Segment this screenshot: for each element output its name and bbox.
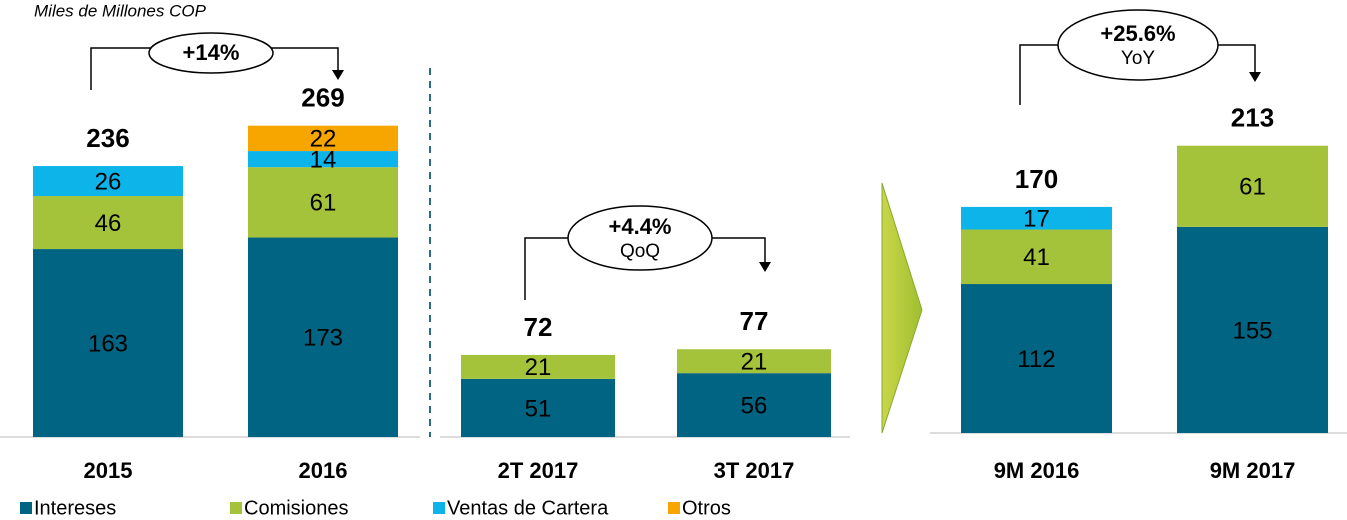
legend-swatch bbox=[433, 502, 445, 514]
bar-segment bbox=[677, 349, 831, 374]
total-label: 213 bbox=[1231, 103, 1274, 133]
category-label: 2015 bbox=[84, 458, 133, 483]
category-label: 9M 2017 bbox=[1210, 458, 1296, 483]
value-label: 21 bbox=[741, 349, 768, 376]
legend-swatch bbox=[668, 502, 680, 514]
bar-segment bbox=[961, 206, 1112, 230]
growth-label: +14% bbox=[183, 40, 240, 65]
value-label: 56 bbox=[741, 392, 768, 419]
value-label: 155 bbox=[1232, 317, 1272, 344]
legend-label: Otros bbox=[682, 497, 731, 519]
legend-swatch bbox=[230, 502, 242, 514]
bar-segment bbox=[677, 373, 831, 437]
bar-segment bbox=[248, 151, 398, 168]
value-label: 46 bbox=[95, 210, 122, 237]
category-label: 2016 bbox=[299, 458, 348, 483]
growth-bubble bbox=[1057, 9, 1219, 81]
subtitle: Miles de Millones COP bbox=[34, 1, 207, 20]
value-label: 26 bbox=[95, 168, 122, 195]
growth-bubble bbox=[148, 32, 274, 74]
value-label: 173 bbox=[303, 325, 343, 352]
bar-segment bbox=[961, 284, 1112, 433]
value-label: 51 bbox=[525, 395, 552, 422]
bar-segment bbox=[248, 125, 398, 152]
bar-segment bbox=[248, 237, 398, 437]
value-label: 163 bbox=[88, 330, 128, 357]
bracket-arrowhead bbox=[1249, 72, 1261, 82]
total-label: 236 bbox=[86, 123, 129, 153]
growth-sublabel: YoY bbox=[1121, 48, 1155, 69]
transition-arrow bbox=[881, 182, 923, 434]
bar-segment bbox=[33, 249, 183, 437]
legend-label: Intereses bbox=[34, 497, 116, 519]
bracket-arrowhead bbox=[332, 70, 344, 80]
total-label: 77 bbox=[740, 306, 769, 336]
bar-segment bbox=[1177, 145, 1328, 227]
value-label: 17 bbox=[1023, 206, 1050, 233]
bar-segment bbox=[1177, 226, 1328, 433]
bar-segment bbox=[33, 166, 183, 197]
bar-segment bbox=[961, 229, 1112, 285]
bar-segment bbox=[461, 354, 615, 379]
value-label: 22 bbox=[310, 126, 337, 153]
bar-segment bbox=[33, 196, 183, 250]
value-label: 41 bbox=[1023, 244, 1050, 271]
growth-sublabel: QoQ bbox=[620, 241, 660, 262]
value-label: 61 bbox=[310, 190, 337, 217]
growth-label: +4.4% bbox=[609, 214, 672, 239]
category-label: 9M 2016 bbox=[994, 458, 1080, 483]
total-label: 72 bbox=[524, 312, 553, 342]
category-label: 2T 2017 bbox=[498, 458, 579, 483]
legend-label: Ventas de Cartera bbox=[447, 497, 609, 519]
legend-swatch bbox=[20, 502, 32, 514]
growth-bubble bbox=[567, 205, 713, 271]
value-label: 61 bbox=[1239, 174, 1266, 201]
total-label: 170 bbox=[1015, 164, 1058, 194]
growth-label: +25.6% bbox=[1100, 21, 1175, 46]
legend-label: Comisiones bbox=[244, 497, 348, 519]
category-label: 3T 2017 bbox=[714, 458, 795, 483]
bar-segment bbox=[461, 378, 615, 437]
bracket-arrowhead bbox=[759, 262, 771, 272]
bar-segment bbox=[248, 167, 398, 238]
value-label: 112 bbox=[1017, 346, 1055, 373]
total-label: 269 bbox=[301, 83, 344, 113]
value-label: 21 bbox=[525, 354, 552, 381]
